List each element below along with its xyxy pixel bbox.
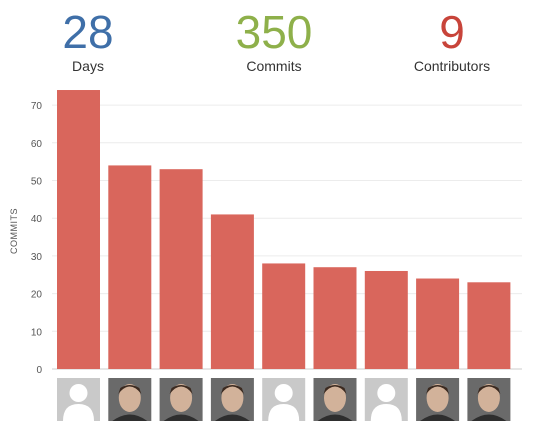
days-count: 28 <box>62 6 114 58</box>
bar[interactable] <box>210 214 254 369</box>
default-avatar-icon[interactable] <box>364 378 408 421</box>
bar[interactable] <box>313 267 357 369</box>
contributors-label: Contributors <box>413 58 491 74</box>
y-axis-title: COMMITS <box>9 208 19 254</box>
y-tick-label: 50 <box>31 177 43 188</box>
stat-commits: 350 Commits <box>214 8 334 74</box>
avatar[interactable] <box>467 378 511 421</box>
y-tick-label: 10 <box>31 327 43 338</box>
y-tick-label: 0 <box>36 365 42 376</box>
bar[interactable] <box>364 270 408 369</box>
bar[interactable] <box>467 282 511 369</box>
avatar[interactable] <box>159 378 203 421</box>
y-tick-label: 30 <box>31 252 43 263</box>
bar[interactable] <box>262 263 306 369</box>
bar[interactable] <box>159 169 203 369</box>
commits-count: 350 <box>235 6 313 58</box>
y-tick-label: 40 <box>31 214 43 225</box>
y-axis-ticks: 0 10 20 30 40 50 60 70 <box>31 101 43 376</box>
commits-label: Commits <box>246 58 302 74</box>
bar[interactable] <box>57 90 100 370</box>
bar[interactable] <box>108 165 152 369</box>
days-label: Days <box>72 58 104 74</box>
bar[interactable] <box>416 278 460 369</box>
y-tick-label: 20 <box>31 290 43 301</box>
avatar[interactable] <box>108 378 152 421</box>
avatar[interactable] <box>210 378 254 421</box>
contributor-avatars[interactable] <box>57 378 511 421</box>
avatar[interactable] <box>416 378 460 421</box>
default-avatar-icon[interactable] <box>57 378 100 421</box>
avatar[interactable] <box>313 378 357 421</box>
y-tick-label: 60 <box>31 139 43 150</box>
stat-days: 28 Days <box>28 8 148 74</box>
bars <box>57 90 511 370</box>
contributors-count: 9 <box>439 6 465 58</box>
default-avatar-icon[interactable] <box>262 378 306 421</box>
y-tick-label: 70 <box>31 101 43 112</box>
stat-contributors: 9 Contributors <box>392 8 512 74</box>
